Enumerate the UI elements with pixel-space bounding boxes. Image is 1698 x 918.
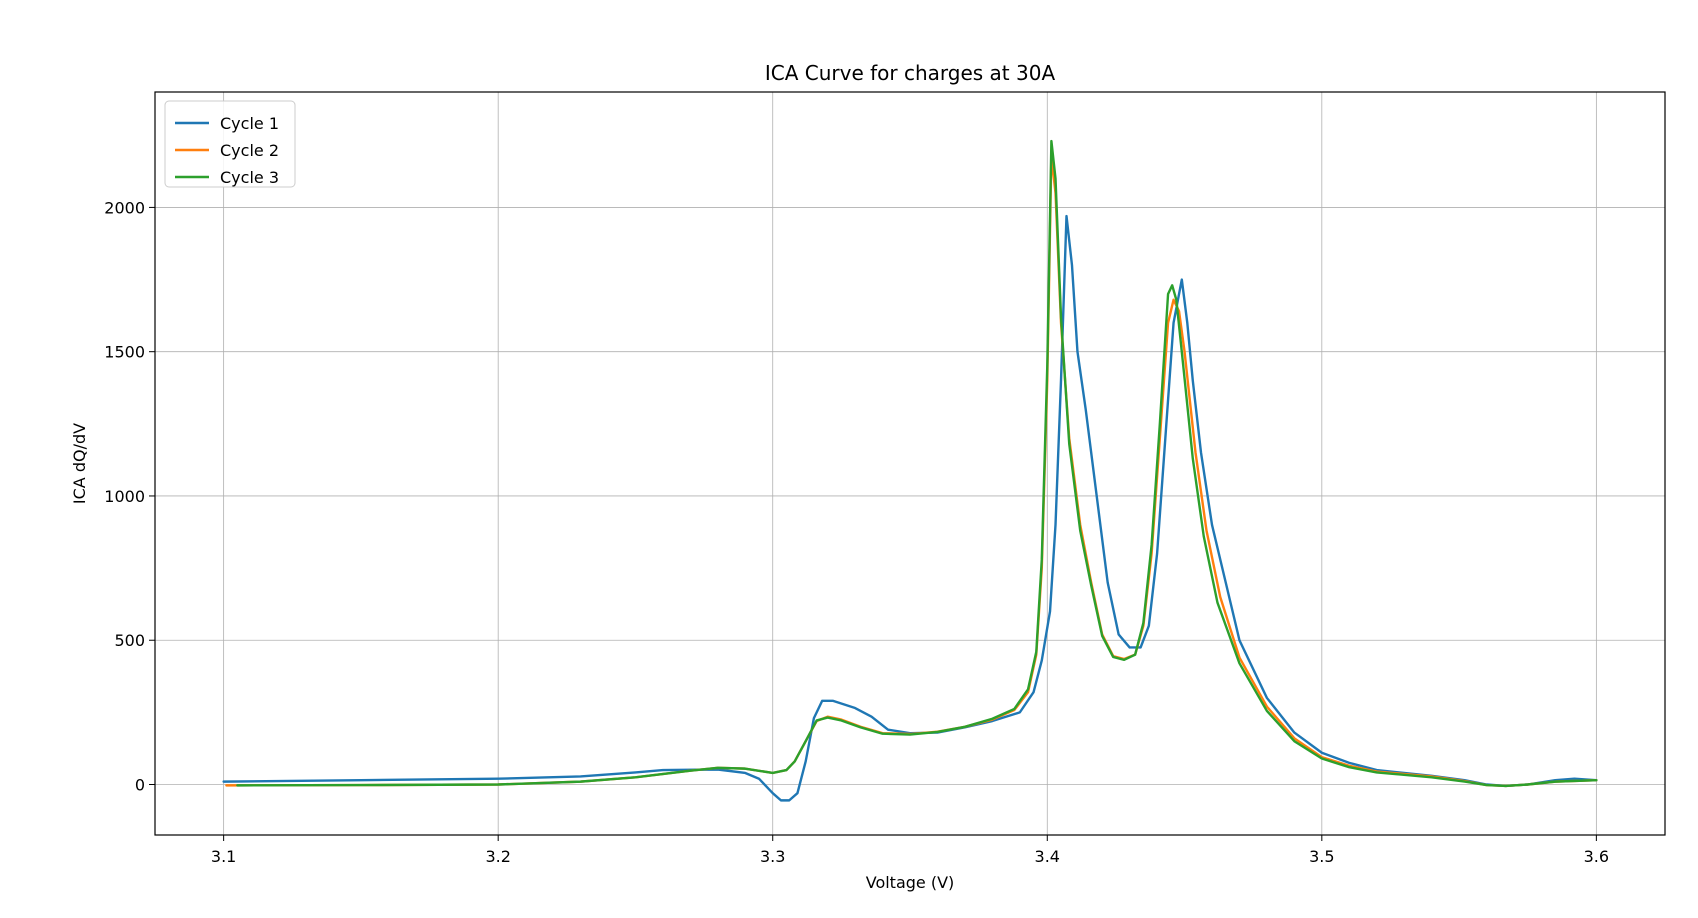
x-tick-label: 3.2: [485, 847, 510, 866]
series-line-cycle-3: [236, 139, 1598, 788]
y-tick-label: 1500: [104, 343, 145, 362]
gridlines: [155, 92, 1665, 835]
legend-label-cycle-1: Cycle 1: [220, 114, 279, 133]
y-tick-label: 2000: [104, 198, 145, 217]
y-tick-label: 0: [135, 776, 145, 795]
axis-ticks: 3.1 3.2 3.3 3.4 3.5 3.6 0 500 1000 1500 2000: [104, 198, 1609, 866]
x-tick-label: 3.3: [760, 847, 785, 866]
legend-label-cycle-2: Cycle 2: [220, 141, 279, 160]
plot-lines: [222, 139, 1598, 802]
x-tick-label: 3.5: [1309, 847, 1334, 866]
x-tick-label: 3.6: [1584, 847, 1609, 866]
legend: Cycle 1 Cycle 2 Cycle 3: [164, 100, 296, 188]
y-tick-label: 500: [114, 631, 145, 650]
x-tick-label: 3.1: [211, 847, 236, 866]
chart-title: ICA Curve for charges at 30A: [765, 61, 1056, 85]
y-axis-label: ICA dQ/dV: [70, 423, 89, 504]
series-line-cycle-1: [222, 214, 1598, 802]
x-tick-label: 3.4: [1035, 847, 1060, 866]
x-axis-label: Voltage (V): [866, 873, 955, 892]
plot-area-frame: [154, 91, 1666, 836]
y-tick-label: 1000: [104, 487, 145, 506]
legend-label-cycle-3: Cycle 3: [220, 168, 279, 187]
